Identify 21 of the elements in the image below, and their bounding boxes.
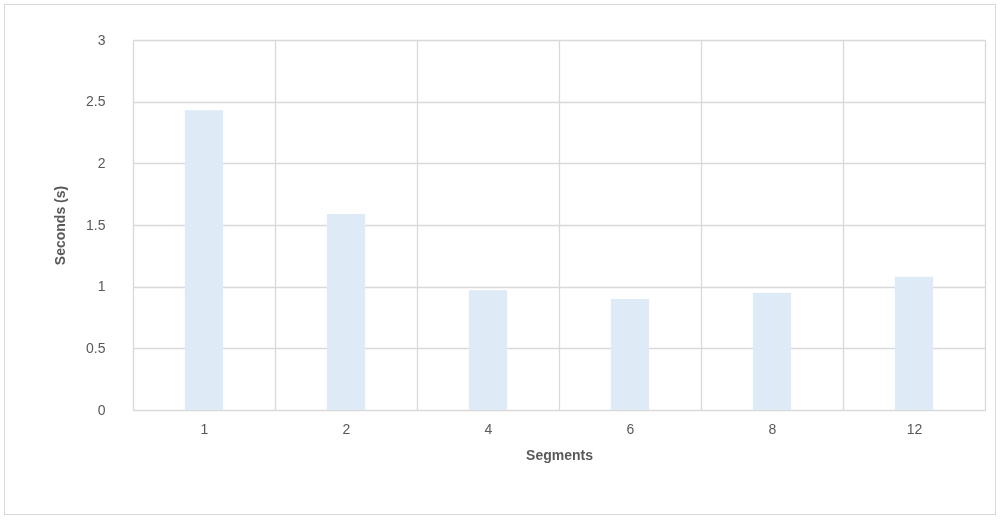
x-axis-title: Segments: [526, 446, 594, 463]
x-tick-label: 1: [200, 420, 209, 437]
x-tick-label: 12: [906, 420, 923, 437]
y-tick-label: 1: [97, 278, 106, 295]
x-tick-label: 2: [342, 420, 351, 437]
y-tick-label: 0: [97, 401, 106, 418]
y-axis-title: Seconds (s): [52, 185, 69, 266]
y-tick-label: 1.5: [86, 216, 106, 233]
x-tick-label: 4: [484, 420, 493, 437]
bar: [468, 290, 508, 410]
y-tick-label: 3: [97, 31, 106, 48]
bar: [184, 110, 224, 410]
y-tick-label: 2: [97, 154, 106, 171]
x-tick-label: 6: [626, 420, 635, 437]
bar: [326, 213, 366, 410]
bar: [610, 299, 650, 410]
y-tick-label: 0.5: [86, 339, 106, 356]
bar: [894, 276, 934, 410]
x-tick-label: 8: [768, 420, 777, 437]
y-tick-label: 2.5: [86, 93, 106, 110]
bar: [752, 292, 792, 410]
